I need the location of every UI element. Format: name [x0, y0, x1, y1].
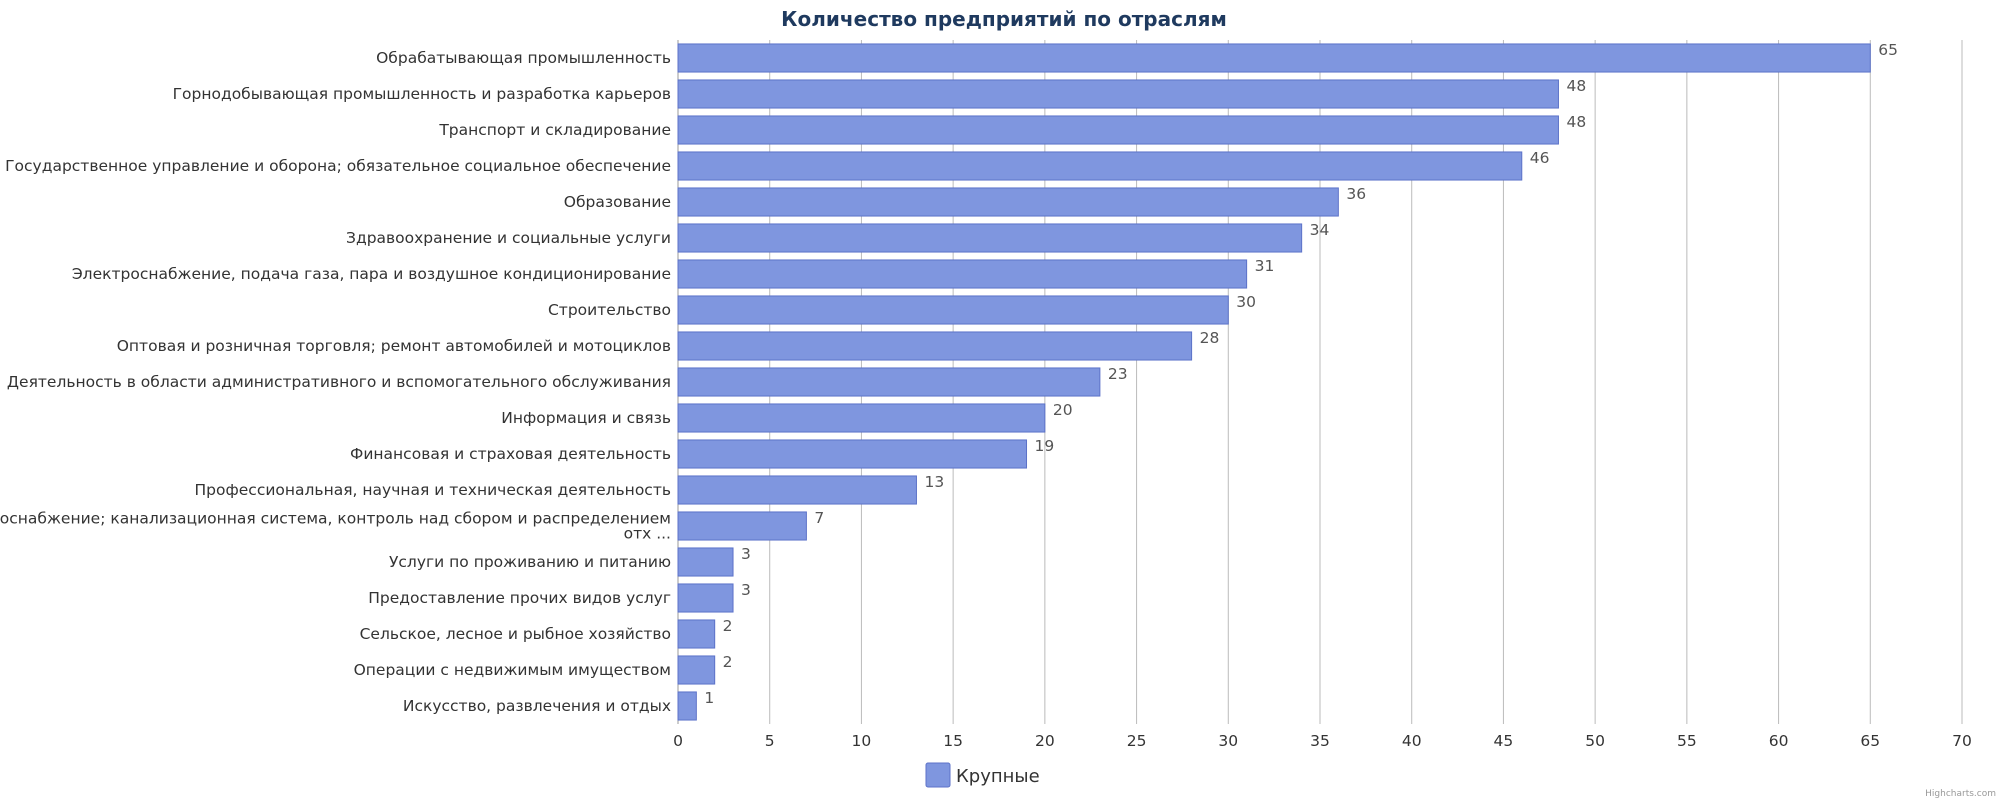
bar[interactable]: [677, 619, 716, 649]
data-label: 48: [1566, 77, 1586, 95]
category-label: Обрабатывающая промышленность: [376, 49, 671, 67]
data-label: 2: [723, 653, 733, 671]
category-label: Водоснабжение; канализационная система, …: [0, 510, 671, 528]
legend-swatch[interactable]: [925, 762, 951, 788]
data-label: 3: [741, 545, 751, 563]
category-label: Здравоохранение и социальные услуги: [346, 229, 671, 247]
bar[interactable]: [677, 367, 1101, 397]
x-tick-label: 50: [1585, 732, 1605, 750]
data-label: 34: [1310, 221, 1330, 239]
data-label: 3: [741, 581, 751, 599]
data-label: 65: [1878, 41, 1898, 59]
category-label: Государственное управление и оборона; об…: [5, 157, 671, 175]
bar[interactable]: [677, 547, 734, 577]
bar[interactable]: [677, 223, 1303, 253]
x-tick-label: 35: [1310, 732, 1330, 750]
bar[interactable]: [677, 79, 1559, 109]
category-label: Предоставление прочих видов услуг: [368, 589, 671, 607]
bar[interactable]: [677, 583, 734, 613]
data-label: 23: [1108, 365, 1128, 383]
data-label: 36: [1346, 185, 1366, 203]
bar[interactable]: [677, 295, 1229, 325]
credits[interactable]: Highcharts.com: [1925, 789, 1996, 799]
x-tick-label: 30: [1218, 732, 1238, 750]
x-tick-label: 45: [1494, 732, 1514, 750]
bar[interactable]: [677, 151, 1523, 181]
bars: [677, 43, 1871, 721]
data-label: 31: [1255, 257, 1275, 275]
legend[interactable]: Крупные: [925, 762, 1040, 788]
category-label: Транспорт и складирование: [438, 121, 671, 139]
data-label: 1: [704, 689, 714, 707]
legend-label[interactable]: Крупные: [956, 766, 1040, 787]
category-label: отх ...: [624, 525, 671, 543]
category-label: Образование: [564, 193, 671, 211]
category-label: Деятельность в области административного…: [7, 373, 671, 391]
category-label: Услуги по проживанию и питанию: [389, 553, 671, 571]
category-labels: Обрабатывающая промышленность Горнодобыва…: [0, 49, 671, 715]
data-label: 30: [1236, 293, 1256, 311]
bar[interactable]: [677, 691, 697, 721]
x-tick-label: 10: [852, 732, 872, 750]
x-tick-label: 25: [1127, 732, 1147, 750]
x-axis-ticks: 0 5 10 15 20 25 30 35 40 45 50 55 60 65 70: [673, 732, 1972, 750]
bar[interactable]: [677, 655, 716, 685]
bar[interactable]: [677, 439, 1028, 469]
x-tick-label: 55: [1677, 732, 1697, 750]
x-tick-label: 0: [673, 732, 683, 750]
data-label: 13: [924, 473, 944, 491]
chart-title: Количество предприятий по отраслям: [781, 7, 1227, 31]
category-label: Оптовая и розничная торговля; ремонт авт…: [117, 337, 671, 355]
x-tick-label: 40: [1402, 732, 1422, 750]
category-label: Информация и связь: [501, 409, 671, 427]
bar[interactable]: [677, 187, 1339, 217]
x-tick-label: 5: [765, 732, 775, 750]
data-label: 48: [1566, 113, 1586, 131]
bar[interactable]: [677, 475, 917, 505]
category-label: Горнодобывающая промышленность и разрабо…: [173, 85, 671, 103]
bar[interactable]: [677, 259, 1248, 289]
bar[interactable]: [677, 511, 807, 541]
bar[interactable]: [677, 331, 1193, 361]
data-label: 2: [723, 617, 733, 635]
data-label: 20: [1053, 401, 1073, 419]
category-label: Сельское, лесное и рыбное хозяйство: [360, 625, 671, 643]
category-label: Финансовая и страховая деятельность: [350, 445, 671, 463]
x-tick-label: 60: [1769, 732, 1789, 750]
bar[interactable]: [677, 43, 1871, 73]
bar[interactable]: [677, 403, 1046, 433]
data-label: 46: [1530, 149, 1550, 167]
category-label: Операции с недвижимым имуществом: [354, 661, 671, 679]
x-tick-label: 20: [1035, 732, 1055, 750]
category-label: Профессиональная, научная и техническая …: [195, 481, 671, 499]
x-tick-label: 15: [943, 732, 963, 750]
data-label: 19: [1035, 437, 1055, 455]
bar[interactable]: [677, 115, 1559, 145]
category-label: Строительство: [548, 301, 671, 319]
data-label: 28: [1200, 329, 1220, 347]
data-label: 7: [814, 509, 824, 527]
x-tick-label: 70: [1952, 732, 1972, 750]
category-label: Искусство, развлечения и отдых: [403, 697, 671, 715]
category-label: Электроснабжение, подача газа, пара и во…: [72, 265, 671, 283]
x-tick-label: 65: [1860, 732, 1880, 750]
